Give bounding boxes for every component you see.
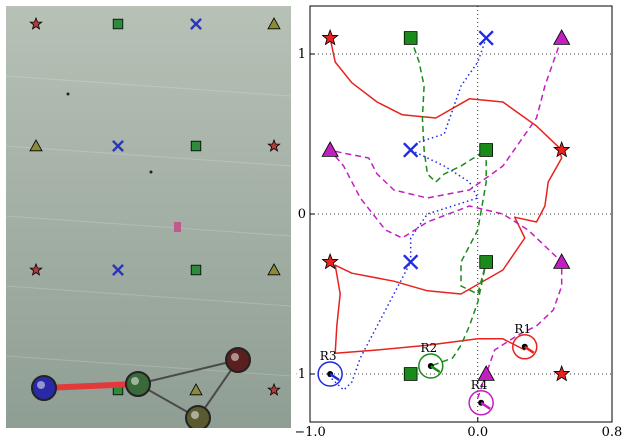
robot-circle — [468, 390, 494, 416]
floor-cross-marker-stroke-b — [190, 18, 202, 30]
plot-star-marker — [321, 252, 339, 270]
camera-photo — [5, 6, 292, 431]
floor-seam — [5, 355, 292, 377]
floor-square-marker — [190, 264, 202, 276]
plot-cross-marker-stroke-b — [403, 254, 419, 270]
floor-seam — [5, 285, 292, 307]
floor-dot — [66, 92, 70, 96]
floor-star-marker — [267, 138, 281, 152]
floor-pink-marker — [174, 222, 181, 232]
trajectory-series-3 — [326, 37, 487, 391]
photo-robot-highlight — [191, 411, 199, 419]
robot-label: R4 — [471, 378, 488, 392]
floor-triangle-marker — [29, 139, 43, 152]
floor-dot — [149, 170, 153, 174]
floor-square-marker — [112, 18, 124, 30]
plot-cross-marker — [478, 30, 494, 46]
photo-robot-highlight — [131, 377, 139, 385]
robot-label: R2 — [420, 341, 437, 355]
floor-triangle-marker — [267, 263, 281, 276]
floor-triangle-marker — [267, 17, 281, 30]
y-tick-label: −1 — [296, 367, 306, 382]
floor-seam — [5, 75, 292, 97]
plot-triangle-marker — [552, 29, 571, 45]
plot-star-marker — [321, 28, 339, 46]
robot-heading — [430, 364, 441, 374]
floor-cross-marker — [112, 264, 124, 276]
robot-heading — [480, 401, 491, 410]
trajectory-series-2 — [409, 37, 487, 367]
floor-seam — [5, 145, 292, 167]
y-tick-label: 1 — [298, 47, 306, 62]
plot-frame — [309, 5, 613, 423]
plot-star-marker — [553, 140, 571, 158]
robot-heading — [329, 372, 340, 382]
y-tick-label: 0 — [298, 207, 306, 222]
floor-cross-marker-stroke-b — [112, 264, 124, 276]
plot-square-marker — [479, 143, 493, 157]
robot-circle — [512, 334, 538, 360]
floor-seam — [5, 215, 292, 237]
robot-circle — [418, 353, 444, 379]
plot-star-marker — [553, 364, 571, 382]
floor-star-marker — [29, 16, 43, 30]
x-tick-label: −1.0 — [296, 425, 326, 438]
plot-cross-marker-stroke-b — [403, 142, 419, 158]
plot-triangle-marker — [552, 253, 571, 269]
camera-photo-svg — [5, 6, 292, 431]
trajectory-plot: −1.0 0.0 0.8 1 0 −1 R1 R2 R3 R4 — [287, 0, 626, 440]
robot-circle — [317, 361, 343, 387]
photo-robot-highlight — [231, 353, 239, 361]
floor-star-marker — [267, 382, 281, 396]
plot-cross-marker — [403, 142, 419, 158]
plot-square-marker — [403, 367, 418, 381]
trajectory-plot-svg: −1.0 0.0 0.8 1 0 −1 R1 R2 R3 R4 — [287, 5, 623, 440]
floor-cross-marker — [190, 18, 202, 30]
trajectory-series-1 — [329, 37, 563, 354]
floor-star-marker — [29, 262, 43, 276]
photo-robot-highlight — [37, 381, 45, 389]
floor-triangle-marker — [189, 383, 203, 396]
x-tick-label: 0.0 — [467, 425, 488, 438]
robot-link — [137, 359, 239, 385]
robot-label: R1 — [514, 322, 531, 336]
trajectory-series-4 — [329, 37, 563, 399]
plot-cross-marker — [403, 254, 419, 270]
floor-cross-marker-stroke-b — [112, 140, 124, 152]
robot-label: R3 — [320, 349, 337, 363]
plot-square-marker — [403, 31, 418, 45]
plot-triangle-marker — [477, 365, 495, 381]
x-tick-label: 0.8 — [602, 425, 623, 438]
photo-robot — [125, 371, 151, 397]
floor-cross-marker — [112, 140, 124, 152]
plot-cross-marker-stroke-b — [478, 30, 494, 46]
plot-square-marker — [479, 255, 493, 269]
photo-robot — [225, 347, 251, 373]
photo-robot — [31, 375, 57, 401]
robot-heading — [524, 345, 535, 354]
robot-link-red — [43, 381, 139, 391]
plot-triangle-marker — [321, 141, 339, 157]
floor-square-marker — [190, 140, 202, 152]
